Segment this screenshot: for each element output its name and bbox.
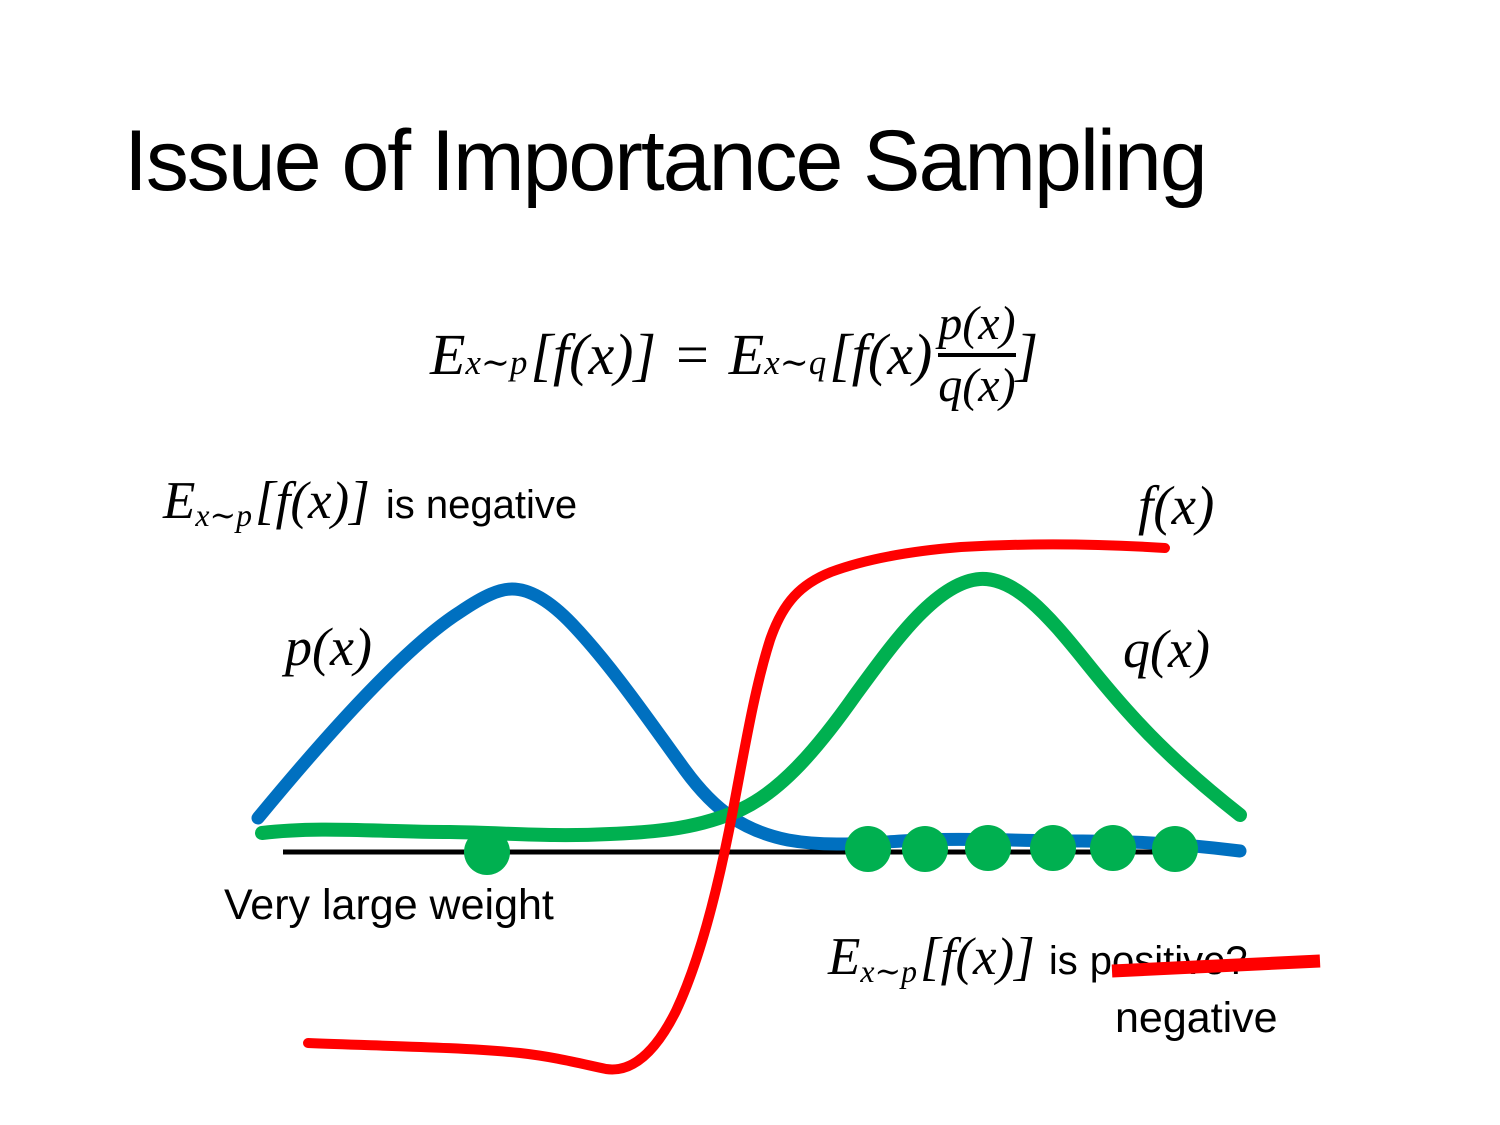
f-curve-label: f(x) xyxy=(1138,475,1215,536)
formula-rhs-open: [f(x) xyxy=(829,322,933,388)
slide-title: Issue of Importance Sampling xyxy=(124,113,1208,209)
formula-rhs-E: E xyxy=(728,322,765,388)
bottom-expectation-is: is xyxy=(1048,939,1078,983)
formula-equals-sign: = xyxy=(676,322,709,388)
sample-dot xyxy=(1152,826,1198,872)
fraction-denominator: q(x) xyxy=(938,359,1016,412)
formula-rhs-subscript: x∼q xyxy=(764,343,827,383)
sample-dot xyxy=(464,829,510,875)
left-expectation-bracket: [f(x)] xyxy=(255,472,370,530)
sample-dot xyxy=(845,826,891,872)
p-distribution-curve xyxy=(251,582,1247,858)
sample-dots xyxy=(464,825,1198,875)
p-curve-label: p(x) xyxy=(285,617,372,677)
left-expectation-text: is negative xyxy=(385,483,578,527)
sample-dot xyxy=(902,826,948,872)
formula-fraction: p(x) q(x) xyxy=(938,297,1016,412)
formula-lhs-E: E xyxy=(430,322,466,388)
f-function-curve xyxy=(303,539,1170,1075)
q-distribution-curve xyxy=(255,571,1247,843)
bottom-expectation-subscript: x∼p xyxy=(860,953,918,989)
sample-dot xyxy=(1030,825,1076,871)
formula-lhs-subscript: x∼p xyxy=(465,343,528,383)
bottom-expectation-struck-word: positive? xyxy=(1089,939,1248,983)
correction-negative-label: negative xyxy=(1115,994,1278,1042)
very-large-weight-note: Very large weight xyxy=(224,881,554,929)
formula-lhs-bracket: [f(x)] xyxy=(530,322,657,388)
sample-dot xyxy=(965,825,1011,871)
fraction-numerator: p(x) xyxy=(938,297,1016,350)
sample-dot xyxy=(1090,825,1136,871)
formula-rhs-close: ] xyxy=(1015,322,1039,388)
q-curve-label: q(x) xyxy=(1123,619,1210,679)
bottom-expectation-bracket: [f(x)] xyxy=(920,928,1035,986)
left-expectation-E: E xyxy=(163,472,196,530)
bottom-expectation-E: E xyxy=(828,928,861,986)
fraction-bar xyxy=(938,353,1016,357)
left-expectation-subscript: x∼p xyxy=(195,497,253,533)
